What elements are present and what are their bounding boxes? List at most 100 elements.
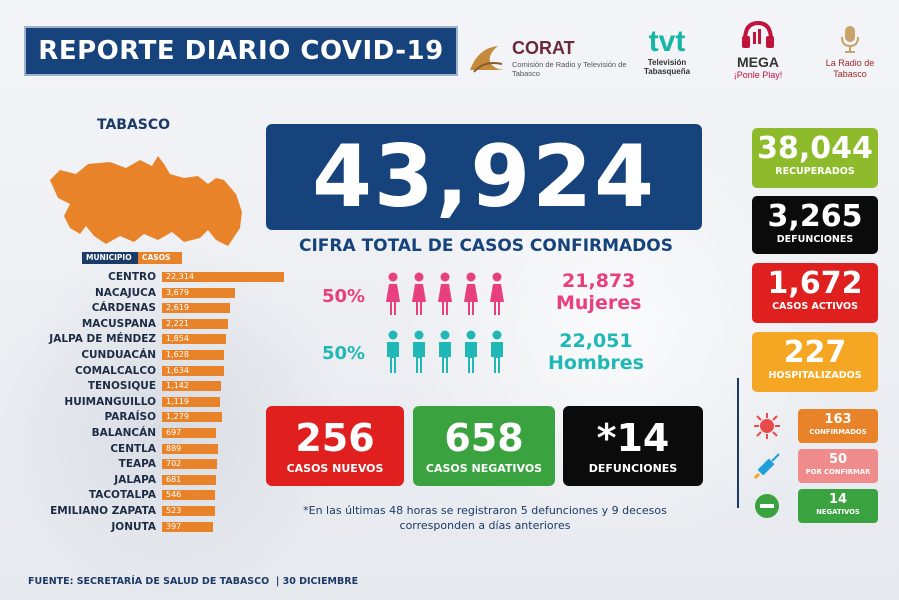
recovered-box: 38,044 RECUPERADOS — [752, 128, 878, 188]
casos-value: 22,314 — [166, 272, 194, 281]
table-row: HUIMANGUILLO 1,119 — [20, 395, 280, 411]
municipio-label: HUIMANGUILLO — [64, 395, 156, 408]
table-row: JALPA DE MÉNDEZ 1,854 — [20, 332, 280, 348]
table-row: CENTLA 889 — [20, 442, 280, 458]
municipio-label: TACOTALPA — [88, 489, 156, 502]
hosp-confirmed-value: 163 — [824, 412, 852, 427]
casos-value: 2,619 — [166, 303, 189, 313]
municipio-label: JALPA DE MÉNDEZ — [49, 333, 156, 346]
casos-bar — [162, 490, 215, 501]
casos-value: 1,628 — [166, 349, 189, 359]
casos-bar — [162, 412, 222, 423]
hospitalized-box: 227 HOSPITALIZADOS — [752, 332, 878, 392]
municipio-label: EMILIANO ZAPATA — [50, 504, 156, 517]
footer-date: 30 DICIEMBRE — [282, 576, 359, 587]
table-row: CUNDUACÁN 1,628 — [20, 348, 280, 364]
daily-deaths-box: *14 DEFUNCIONES — [563, 406, 703, 486]
casos-value: 2,221 — [166, 318, 189, 328]
table-header-casos: CASOS — [138, 252, 182, 264]
hospitalized-label: HOSPITALIZADOS — [768, 370, 862, 381]
syringe-icon — [753, 453, 780, 480]
mega-headphones-icon — [742, 20, 774, 48]
municipio-label: JONUTA — [111, 520, 156, 533]
table-row: MACUSPANA 2,221 — [20, 317, 280, 333]
casos-bar — [162, 365, 225, 376]
casos-value: 697 — [166, 427, 182, 437]
men-icons — [385, 330, 505, 374]
women-percent: 50% — [322, 286, 366, 307]
casos-bar — [162, 505, 215, 516]
hosp-pending-row: 50 POR CONFIRMAR — [752, 449, 882, 483]
municipio-label: CUNDUACÁN — [81, 348, 156, 361]
table-row: TENOSIQUE 1,142 — [20, 379, 280, 395]
radio-subtitle: La Radio de Tabasco — [825, 58, 875, 79]
table-header-municipio: MUNICIPIO — [82, 252, 138, 264]
woman-icon — [438, 272, 452, 315]
casos-value: 1,854 — [166, 334, 189, 344]
casos-bar — [162, 427, 217, 438]
casos-value: 546 — [166, 490, 182, 500]
page-title: REPORTE DIARIO COVID-19 — [38, 36, 444, 66]
municipio-label: JALAPA — [114, 473, 156, 486]
corat-subtitle: Comisión de Radio y Televisión de Tabasc… — [512, 60, 627, 78]
women-value: 21,873 — [562, 270, 636, 292]
man-icon — [465, 330, 477, 373]
casos-value: 3,679 — [166, 287, 189, 297]
table-row: PARAÍSO 1,279 — [20, 410, 280, 426]
casos-value: 1,142 — [166, 381, 189, 391]
casos-value: 681 — [166, 474, 182, 484]
hosp-confirmed-label: CONFIRMADOS — [809, 428, 867, 436]
mega-subtitle: ¡Ponle Play! — [733, 70, 783, 80]
municipio-label: BALANCÁN — [91, 426, 156, 439]
casos-bar — [162, 334, 226, 345]
casos-bar — [162, 349, 225, 360]
active-cases-label: CASOS ACTIVOS — [772, 301, 858, 312]
footer: FUENTE: SECRETARÍA DE SALUD DE TABASCO |… — [28, 576, 358, 587]
woman-icon — [386, 272, 400, 315]
table-row: CENTRO 22,314 — [20, 270, 284, 286]
virus-icon — [754, 413, 780, 439]
total-deaths-label: DEFUNCIONES — [776, 234, 854, 245]
casos-bar — [162, 381, 221, 392]
casos-bar — [162, 287, 236, 298]
hosp-pending-box: 50 POR CONFIRMAR — [798, 449, 878, 483]
new-cases-box: 256 CASOS NUEVOS — [266, 406, 404, 486]
man-icon — [413, 330, 425, 373]
casos-value: 1,634 — [166, 365, 189, 375]
hosp-negative-label: NEGATIVOS — [816, 508, 860, 516]
new-cases-value: 256 — [295, 416, 375, 460]
woman-icon — [490, 272, 504, 315]
corat-name: CORAT — [512, 38, 575, 58]
woman-icon — [464, 272, 478, 315]
tvt-name: tvt — [648, 25, 686, 58]
casos-value: 1,279 — [166, 412, 189, 422]
table-row: TACOTALPA 546 — [20, 488, 280, 504]
man-icon — [439, 330, 451, 373]
corat-mark-icon — [470, 46, 506, 73]
daily-deaths-value: *14 — [596, 416, 670, 460]
hosp-pending-value: 50 — [828, 452, 848, 467]
men-block: 22,051 Hombres — [548, 330, 644, 374]
women-label: Mujeres — [556, 292, 642, 314]
municipio-label: COMALCALCO — [74, 364, 156, 377]
casos-value: 889 — [166, 443, 182, 453]
casos-bar — [162, 318, 228, 329]
table-row: JONUTA 397 — [20, 520, 280, 536]
casos-bar — [162, 443, 219, 454]
minus-circle-icon — [755, 494, 779, 518]
daily-deaths-label: DEFUNCIONES — [588, 462, 678, 475]
casos-bar — [162, 272, 284, 282]
man-icon — [387, 330, 399, 373]
mega-name: MEGA — [737, 54, 779, 70]
footer-separator: | — [272, 576, 283, 587]
mega-logo: MEGA ¡Ponle Play! — [728, 20, 788, 84]
casos-bar — [162, 459, 217, 470]
woman-icon — [412, 272, 426, 315]
municipio-label: PARAÍSO — [104, 411, 156, 424]
active-cases-value: 1,672 — [767, 266, 863, 301]
municipio-bar-chart: CENTRO 22,314 NACAJUCA 3,679 CÁRDENAS 2,619 MA… — [20, 270, 284, 536]
municipio-label: CÁRDENAS — [91, 302, 156, 315]
page-title-banner: REPORTE DIARIO COVID-19 — [24, 26, 458, 76]
hosp-confirmed-row: 163 CONFIRMADOS — [752, 409, 882, 443]
recovered-value: 38,044 — [757, 131, 873, 166]
